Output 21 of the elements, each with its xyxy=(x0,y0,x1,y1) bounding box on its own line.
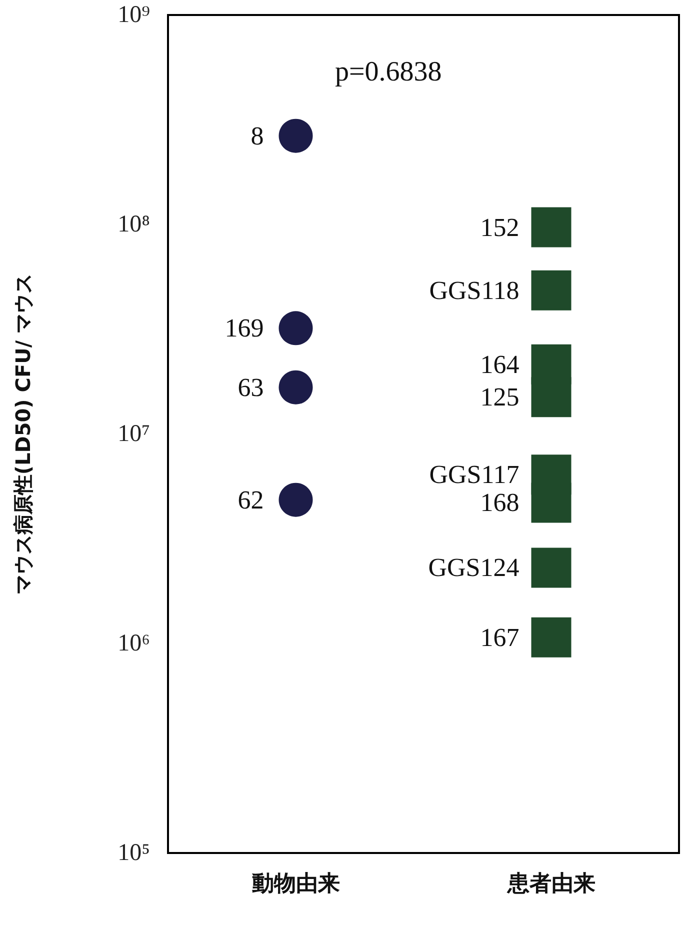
y-axis-title: マウス病原性(LD50) CFU/ マウス xyxy=(11,273,35,595)
annotation: 169 xyxy=(224,314,264,343)
annotation: 152 xyxy=(480,212,520,242)
annotation: 167 xyxy=(480,622,520,652)
y-tick-label: 10⁶ xyxy=(118,630,150,656)
annotation: 164 xyxy=(480,350,520,379)
annotation: 8 xyxy=(250,121,264,150)
x-tick-label: 患者由来 xyxy=(506,872,596,896)
annotation: 62 xyxy=(238,485,264,514)
annotation: 125 xyxy=(480,382,520,412)
annotation: GGS118 xyxy=(429,276,520,305)
y-tick-label: 10⁹ xyxy=(118,2,150,28)
annotation: GGS124 xyxy=(428,553,520,582)
x-tick-label: 動物由来 xyxy=(250,872,340,896)
annotation: GGS117 xyxy=(429,460,520,490)
annotation: 63 xyxy=(238,372,264,402)
annotation: 168 xyxy=(480,488,520,518)
y-tick-label: 10⁵ xyxy=(118,840,150,866)
y-tick-label: 10⁷ xyxy=(118,421,150,447)
annotation: p=0.6838 xyxy=(335,56,442,88)
y-tick-label: 10⁸ xyxy=(118,212,150,238)
